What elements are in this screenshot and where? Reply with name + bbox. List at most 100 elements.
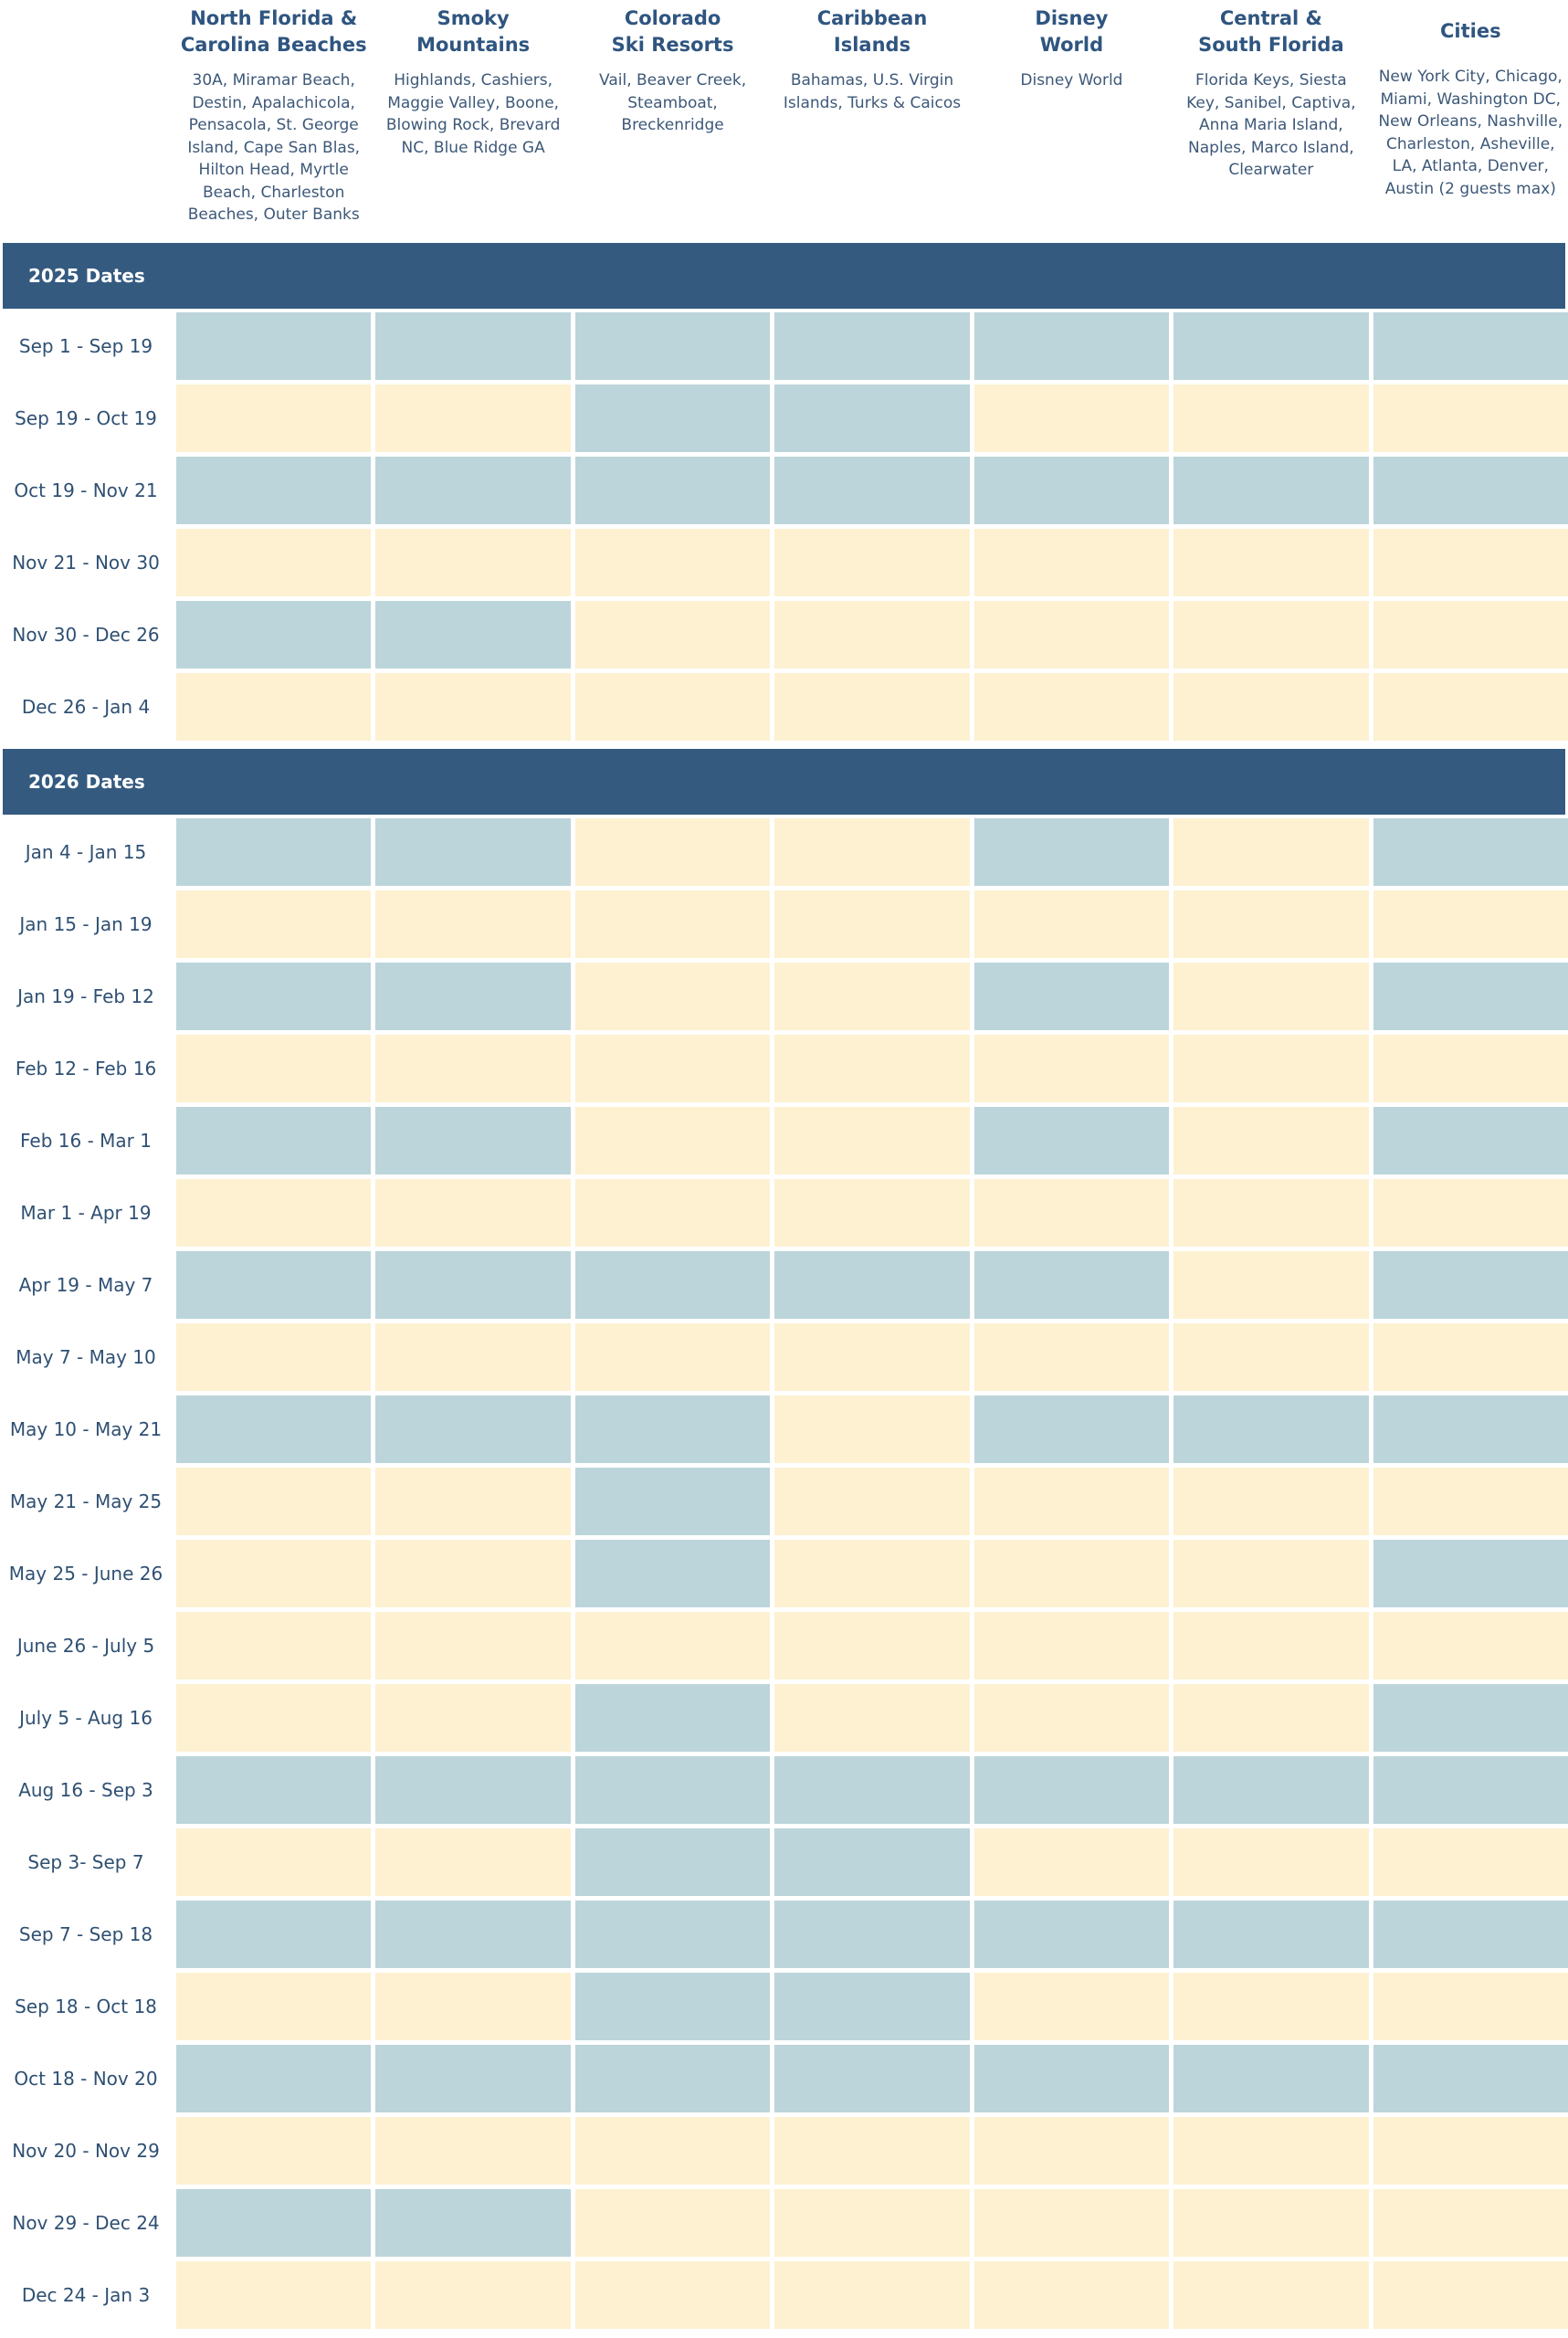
availability-cell: [774, 1323, 970, 1391]
availability-cell: [1373, 2045, 1568, 2112]
availability-cell: [973, 1973, 1170, 2040]
availability-cell: [574, 384, 771, 452]
availability-cell: [574, 601, 771, 669]
column-header: North Florida & Carolina Beaches 30A, Mir…: [176, 0, 371, 239]
availability-cell: [1373, 818, 1568, 886]
availability-cell: [1173, 1035, 1369, 1102]
availability-cell: [176, 1251, 372, 1319]
availability-cell: [973, 2045, 1170, 2112]
availability-cell: [375, 1179, 571, 1247]
availability-cell: [1173, 2117, 1369, 2185]
availability-cell: [774, 1468, 970, 1535]
availability-cell: [375, 2045, 571, 2112]
availability-cell: [176, 1540, 372, 1607]
availability-cell: [1173, 1323, 1369, 1391]
date-label: Dec 26 - Jan 4: [21, 696, 151, 718]
availability-cell: [774, 601, 970, 669]
availability-cell: [1373, 963, 1568, 1030]
availability-cell: [774, 1395, 970, 1463]
date-label: Jan 19 - Feb 12: [17, 985, 154, 1007]
availability-cell: [574, 1107, 771, 1174]
availability-cell: [1173, 384, 1369, 452]
availability-cell: [973, 1901, 1170, 1968]
availability-cell: [176, 1828, 372, 1896]
availability-cell: [973, 1612, 1170, 1680]
column-header: Cities New York City, Chicago, Miami, Was…: [1373, 0, 1568, 239]
availability-cell: [774, 1179, 970, 1247]
availability-cell: [774, 1107, 970, 1174]
availability-cell: [375, 890, 571, 958]
availability-cell: [375, 1035, 571, 1102]
column-subtitle: Disney World: [1020, 71, 1123, 90]
availability-cell: [574, 1684, 771, 1752]
availability-cell: [1173, 1468, 1369, 1535]
availability-cell: [774, 457, 970, 524]
column-header: Disney World Disney World: [974, 0, 1169, 239]
availability-cell: [1373, 1901, 1568, 1968]
availability-cell: [176, 384, 372, 452]
date-label: Nov 21 - Nov 30: [12, 552, 160, 574]
date-label: Sep 1 - Sep 19: [18, 335, 153, 357]
column-title: Cities: [1439, 20, 1501, 42]
availability-cell: [973, 2189, 1170, 2257]
availability-cell: [1373, 1468, 1568, 1535]
availability-cell: [574, 1756, 771, 1824]
availability-cell: [375, 1323, 571, 1391]
availability-cell: [973, 601, 1170, 669]
date-label: Feb 16 - Mar 1: [20, 1130, 152, 1152]
column-header: Central & South Florida Florida Keys, Sie…: [1173, 0, 1368, 239]
date-label: Aug 16 - Sep 3: [18, 1779, 153, 1801]
date-label: Nov 30 - Dec 26: [12, 624, 160, 646]
availability-cell: [973, 312, 1170, 380]
availability-cell: [1173, 312, 1369, 380]
availability-cell: [176, 312, 372, 380]
availability-cell: [1173, 1901, 1369, 1968]
date-label: May 10 - May 21: [9, 1418, 163, 1440]
availability-cell: [176, 1107, 372, 1174]
availability-cell: [176, 601, 372, 669]
availability-cell: [176, 2117, 372, 2185]
corner: [0, 0, 172, 239]
availability-cell: [774, 1901, 970, 1968]
date-label: Oct 19 - Nov 21: [14, 479, 158, 501]
availability-cell: [1173, 2189, 1369, 2257]
availability-cell: [375, 1395, 571, 1463]
availability-cell: [1373, 1973, 1568, 2040]
availability-cell: [375, 1107, 571, 1174]
availability-cell: [176, 2261, 372, 2329]
availability-cell: [375, 601, 571, 669]
date-label: Dec 24 - Jan 3: [21, 2284, 151, 2306]
date-label: May 25 - June 26: [8, 1563, 163, 1585]
availability-cell: [973, 1828, 1170, 1896]
availability-cell: [1173, 818, 1369, 886]
column-title: North Florida & Carolina Beaches: [180, 7, 367, 56]
availability-cell: [375, 2117, 571, 2185]
availability-cell: [1173, 890, 1369, 958]
availability-cell: [1173, 457, 1369, 524]
section-header: 2025 Dates: [3, 243, 1565, 309]
availability-cell: [1373, 1251, 1568, 1319]
availability-cell: [1373, 1179, 1568, 1247]
availability-cell: [375, 1756, 571, 1824]
availability-cell: [375, 2261, 571, 2329]
availability-cell: [375, 529, 571, 596]
availability-cell: [1173, 1684, 1369, 1752]
availability-cell: [774, 529, 970, 596]
availability-cell: [973, 1540, 1170, 1607]
availability-cell: [574, 890, 771, 958]
date-label: Sep 18 - Oct 18: [15, 1996, 157, 2017]
availability-cell: [1373, 2189, 1568, 2257]
availability-cell: [176, 1612, 372, 1680]
column-header: Caribbean Islands Bahamas, U.S. Virgin Is…: [774, 0, 969, 239]
availability-cell: [1373, 1395, 1568, 1463]
date-label: May 7 - May 10: [16, 1346, 156, 1368]
availability-cell: [574, 1612, 771, 1680]
availability-cell: [574, 1251, 771, 1319]
date-label: Jan 15 - Jan 19: [19, 913, 153, 935]
availability-cell: [774, 2261, 970, 2329]
availability-cell: [774, 963, 970, 1030]
availability-cell: [1373, 529, 1568, 596]
availability-cell: [973, 818, 1170, 886]
availability-cell: [774, 1828, 970, 1896]
availability-cell: [574, 1540, 771, 1607]
